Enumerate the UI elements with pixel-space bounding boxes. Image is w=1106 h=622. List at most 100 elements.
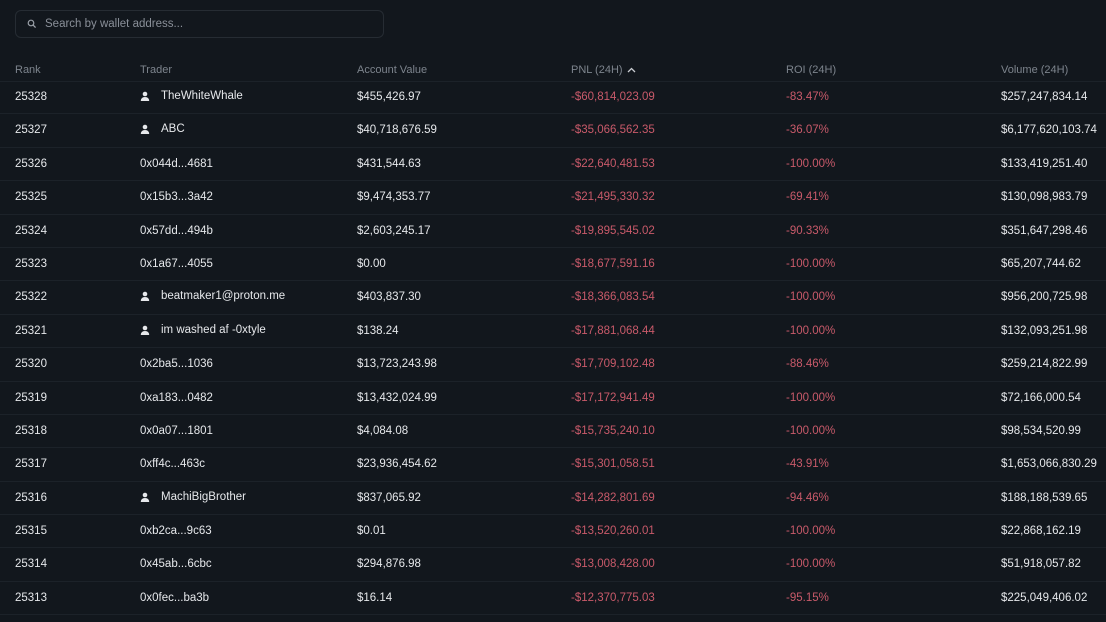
- account-value-cell: $431,544.63: [357, 157, 421, 170]
- rank-cell: 25316: [15, 491, 47, 504]
- table-row[interactable]: 25328 TheWhiteWhale $455,426.97 -$60,814,02…: [0, 81, 1106, 115]
- trader-address[interactable]: 0x15b3...3a42: [140, 191, 213, 204]
- rank-cell: 25325: [15, 191, 47, 204]
- header-pnl[interactable]: PNL (24H): [571, 64, 636, 76]
- table-row[interactable]: 25326 0x044d...4681 $431,544.63 -$22,640,48…: [0, 148, 1106, 182]
- volume-cell: $956,200,725.98: [1001, 291, 1088, 304]
- volume-cell: $132,093,251.98: [1001, 324, 1088, 337]
- rank-cell: 25328: [15, 91, 47, 103]
- pnl-cell: -$35,066,562.35: [571, 124, 655, 137]
- trader-address[interactable]: 0x044d...4681: [140, 157, 213, 170]
- table-row[interactable]: 25313 0x0fec...ba3b $16.14 -$12,370,775.03 -…: [0, 582, 1106, 616]
- volume-cell: $6,177,620,103.74: [1001, 124, 1097, 137]
- trader-cell[interactable]: MachiBigBrother: [140, 490, 247, 505]
- pnl-cell: -$60,814,023.09: [571, 91, 655, 103]
- roi-cell: -88.46%: [786, 358, 829, 371]
- trader-cell[interactable]: beatmaker1@proton.me: [140, 290, 285, 304]
- trader-name: MachiBigBrother: [161, 490, 247, 503]
- header-pnl-label: PNL (24H): [571, 64, 623, 76]
- account-value-cell: $294,876.98: [357, 558, 421, 571]
- table-row[interactable]: 25316 MachiBigBrother $837,065.92 -$14,282,…: [0, 482, 1106, 516]
- volume-cell: $130,098,983.79: [1001, 191, 1088, 204]
- table-row[interactable]: 25324 0x57dd...494b $2,603,245.17 -$19,895,…: [0, 215, 1106, 248]
- trader-name: im washed af -0xtyle: [161, 323, 266, 336]
- volume-cell: $65,207,744.62: [1001, 257, 1081, 270]
- header-rank[interactable]: Rank: [15, 64, 41, 76]
- table-row[interactable]: 25322 beatmaker1@proton.me $403,837.30 -$18…: [0, 281, 1106, 315]
- search-box[interactable]: [15, 10, 384, 38]
- table-row[interactable]: 25318 0x0a07...1801 $4,084.08 -$15,735,240.…: [0, 415, 1106, 449]
- table-header: Rank Trader Account Value PNL (24H) ROI …: [0, 58, 1106, 82]
- table-row[interactable]: 25314 0x45ab...6cbc $294,876.98 -$13,008,42…: [0, 548, 1106, 582]
- trader-name: TheWhiteWhale: [161, 90, 243, 102]
- roi-cell: -94.46%: [786, 491, 829, 504]
- user-icon: [140, 325, 150, 338]
- rank-cell: 25315: [15, 525, 47, 538]
- account-value-cell: $2,603,245.17: [357, 224, 431, 237]
- roi-cell: -100.00%: [786, 424, 836, 437]
- trader-address[interactable]: 0x57dd...494b: [140, 224, 213, 237]
- pnl-cell: -$13,008,428.00: [571, 558, 655, 571]
- roi-cell: -100.00%: [786, 391, 836, 404]
- rank-cell: 25320: [15, 358, 47, 371]
- rank-cell: 25321: [15, 324, 47, 337]
- rank-cell: 25327: [15, 124, 47, 137]
- roi-cell: -36.07%: [786, 124, 829, 137]
- roi-cell: -95.15%: [786, 591, 829, 604]
- trader-address[interactable]: 0x0fec...ba3b: [140, 591, 210, 604]
- table-row[interactable]: 25320 0x2ba5...1036 $13,723,243.98 -$17,709…: [0, 348, 1106, 382]
- roi-cell: -100.00%: [786, 558, 836, 571]
- roi-cell: -100.00%: [786, 324, 836, 337]
- header-volume[interactable]: Volume (24H): [1001, 64, 1069, 76]
- roi-cell: -100.00%: [786, 157, 836, 170]
- account-value-cell: $455,426.97: [357, 91, 421, 103]
- user-icon: [140, 124, 150, 137]
- table-row[interactable]: 25321 im washed af -0xtyle $138.24 -$17,881…: [0, 315, 1106, 349]
- trader-address[interactable]: 0xa183...0482: [140, 391, 213, 404]
- account-value-cell: $0.00: [357, 257, 386, 270]
- account-value-cell: $837,065.92: [357, 491, 421, 504]
- roi-cell: -90.33%: [786, 224, 829, 237]
- trader-address[interactable]: 0x2ba5...1036: [140, 358, 213, 371]
- user-icon: [140, 492, 150, 505]
- header-account-value[interactable]: Account Value: [357, 64, 428, 76]
- user-icon: [140, 91, 150, 104]
- table-row[interactable]: 25319 0xa183...0482 $13,432,024.99 -$17,172…: [0, 382, 1106, 415]
- table-row[interactable]: 25317 0xff4c...463c $23,936,454.62 -$15,301…: [0, 448, 1106, 482]
- trader-cell[interactable]: im washed af -0xtyle: [140, 323, 266, 338]
- rank-cell: 25319: [15, 391, 47, 404]
- trader-address[interactable]: 0x0a07...1801: [140, 424, 213, 437]
- trader-address[interactable]: 0xb2ca...9c63: [140, 525, 212, 538]
- account-value-cell: $138.24: [357, 324, 399, 337]
- search-input[interactable]: [43, 17, 367, 31]
- table-row[interactable]: 25323 0x1a67...4055 $0.00 -$18,677,591.16 -1…: [0, 248, 1106, 282]
- trader-cell[interactable]: TheWhiteWhale: [140, 90, 243, 104]
- pnl-cell: -$12,370,775.03: [571, 591, 655, 604]
- pnl-cell: -$17,709,102.48: [571, 358, 655, 371]
- trader-address[interactable]: 0x1a67...4055: [140, 257, 213, 270]
- volume-cell: $98,534,520.99: [1001, 424, 1081, 437]
- volume-cell: $188,188,539.65: [1001, 491, 1088, 504]
- table-row[interactable]: 25327 ABC $40,718,676.59 -$35,066,562.35 -36…: [0, 114, 1106, 148]
- volume-cell: $51,918,057.82: [1001, 558, 1081, 571]
- account-value-cell: $0.01: [357, 525, 386, 538]
- pnl-cell: -$22,640,481.53: [571, 157, 655, 170]
- rank-cell: 25324: [15, 224, 47, 237]
- header-roi[interactable]: ROI (24H): [786, 64, 837, 76]
- table-row[interactable]: 25325 0x15b3...3a42 $9,474,353.77 -$21,495,…: [0, 181, 1106, 215]
- trader-address[interactable]: 0x45ab...6cbc: [140, 558, 212, 571]
- trader-cell[interactable]: ABC: [140, 123, 185, 137]
- pnl-cell: -$15,301,058.51: [571, 458, 655, 471]
- search-icon: [27, 19, 37, 29]
- volume-cell: $257,247,834.14: [1001, 91, 1088, 103]
- table-row[interactable]: 25315 0xb2ca...9c63 $0.01 -$13,520,260.01 -1…: [0, 515, 1106, 549]
- account-value-cell: $23,936,454.62: [357, 458, 437, 471]
- roi-cell: -83.47%: [786, 91, 829, 103]
- trader-name: ABC: [161, 123, 185, 136]
- volume-cell: $1,653,066,830.29: [1001, 458, 1097, 471]
- account-value-cell: $9,474,353.77: [357, 191, 431, 204]
- rank-cell: 25313: [15, 591, 47, 604]
- account-value-cell: $403,837.30: [357, 291, 421, 304]
- trader-address[interactable]: 0xff4c...463c: [140, 458, 205, 471]
- roi-cell: -43.91%: [786, 458, 829, 471]
